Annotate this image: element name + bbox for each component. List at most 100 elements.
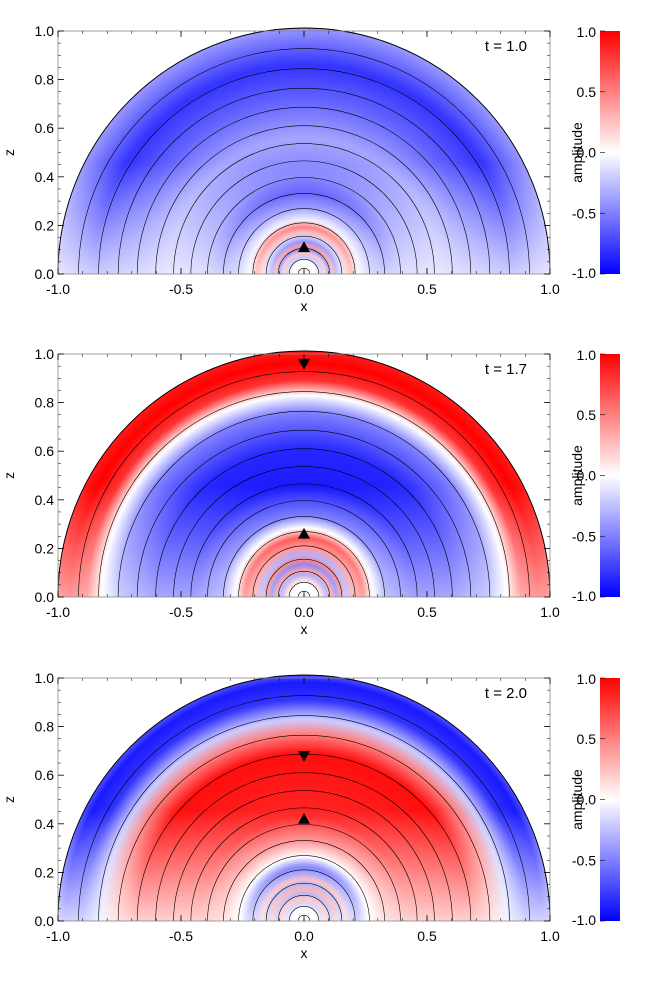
y-axis-label: z [1, 149, 17, 156]
time-annotation: t = 2.0 [485, 685, 527, 702]
amplitude-field [58, 351, 550, 597]
y-tick-label: 0.4 [35, 816, 55, 832]
panel-3: -1.0 -0.5 0.0 0.5 1.0 0.0 0.2 0.4 0.6 0.8 1.0 x z t =… [1, 670, 620, 961]
colorbar-tick-label: -0.5 [572, 528, 596, 544]
angular-fade [58, 351, 550, 597]
y-tick-label: 0.0 [35, 913, 55, 929]
colorbar: -1.0 -0.5 0.0 0.5 1.0 amplitude [569, 671, 620, 928]
contour-arc [223, 840, 385, 922]
x-axis-label: x [301, 945, 308, 961]
contour-arc [117, 410, 491, 598]
core-region [291, 584, 317, 597]
marker-triangle-up [298, 812, 310, 824]
x-tick-label: 0.0 [294, 604, 314, 620]
colorbar-label: amplitude [569, 445, 585, 506]
y-tick-label: 0.4 [35, 169, 55, 185]
time-annotation: t = 1.7 [485, 361, 527, 378]
colorbar-tick-label: -0.5 [572, 205, 596, 221]
colorbar-tick-label: 1.0 [577, 347, 597, 363]
x-tick-label: -1.0 [46, 928, 70, 944]
colorbar-tick-label: 0.0 [577, 792, 597, 808]
contour-arc [207, 824, 401, 922]
y-tick-label: 0.6 [35, 120, 55, 136]
contour-arc [223, 193, 385, 275]
contour-arc [265, 558, 343, 598]
outer-boundary [57, 674, 551, 922]
marker-triangle-up [298, 241, 310, 253]
y-tick-label: 0.2 [35, 540, 55, 556]
contour-arc [173, 143, 435, 275]
contour-arc [155, 125, 453, 275]
x-tick-label: -1.0 [46, 281, 70, 297]
outer-boundary [57, 27, 551, 275]
contour-arc [190, 483, 418, 598]
y-tick-label: 0.4 [35, 492, 55, 508]
angular-fade [58, 28, 550, 274]
contour-arc [207, 500, 401, 598]
contour-arc [190, 807, 418, 922]
amplitude-field [58, 28, 550, 274]
x-tick-label: 0.5 [417, 928, 437, 944]
amplitude-field [58, 675, 550, 921]
contour-arc [117, 87, 491, 275]
contour-arc [265, 882, 343, 922]
y-tick-label: 0.0 [35, 266, 55, 282]
x-tick-label: 0.5 [417, 604, 437, 620]
colorbar-tick-label: 0.5 [577, 731, 597, 747]
outer-boundary [57, 350, 551, 598]
y-tick-label: 0.6 [35, 443, 55, 459]
contour-arc [136, 106, 472, 275]
contour-arc [252, 545, 356, 598]
y-tick-label: 0.2 [35, 217, 55, 233]
colorbar-tick-label: 0.5 [577, 407, 597, 423]
colorbar-tick-label: -1.0 [572, 912, 596, 928]
time-annotation: t = 1.0 [485, 38, 527, 55]
x-tick-label: 1.0 [540, 281, 560, 297]
contour-arc [190, 160, 418, 275]
x-tick-label: -0.5 [169, 604, 193, 620]
y-tick-label: 1.0 [35, 670, 55, 686]
x-tick-label: -1.0 [46, 604, 70, 620]
contour-arc [78, 371, 530, 598]
colorbar-tick-label: 0.5 [577, 84, 597, 100]
x-axis-label: x [301, 621, 308, 637]
marker-triangle-down [298, 358, 310, 370]
core-region [291, 261, 317, 274]
contour-arc [288, 259, 320, 275]
y-tick-label: 1.0 [35, 346, 55, 362]
y-tick-label: 0.0 [35, 589, 55, 605]
colorbar-tick-label: 1.0 [577, 24, 597, 40]
contour-arc [278, 571, 330, 598]
contour-arc [173, 466, 435, 598]
angular-fade [58, 675, 550, 921]
y-axis-label: z [1, 472, 17, 479]
core-region [291, 908, 317, 921]
contour-arc [117, 734, 491, 922]
colorbar-tick-label: 0.0 [577, 145, 597, 161]
marker-triangle-down [298, 750, 310, 762]
x-tick-label: 1.0 [540, 928, 560, 944]
colorbar-tick-label: 0.0 [577, 468, 597, 484]
contour-arc [78, 48, 530, 275]
colorbar-label: amplitude [569, 122, 585, 183]
colorbar: -1.0 -0.5 0.0 0.5 1.0 amplitude [569, 347, 620, 604]
x-tick-label: 0.0 [294, 281, 314, 297]
contour-arc [265, 235, 343, 275]
contour-arc [278, 895, 330, 922]
panel-1: -1.0 -0.5 0.0 0.5 1.0 0.0 0.2 0.4 0.6 0.8 1.0 x z t =… [1, 23, 620, 314]
colorbar-tick-label: -1.0 [572, 265, 596, 281]
colorbar: -1.0 -0.5 0.0 0.5 1.0 amplitude [569, 24, 620, 281]
contour-arc [78, 695, 530, 922]
contour-arc [288, 582, 320, 598]
x-tick-label: 0.5 [417, 281, 437, 297]
contour-arc [155, 772, 453, 922]
contour-arc [252, 869, 356, 922]
contour-arc [136, 429, 472, 598]
contour-arc [252, 222, 356, 275]
marker-triangle-up [298, 527, 310, 539]
contour-arc [223, 516, 385, 598]
y-tick-label: 0.8 [35, 72, 55, 88]
contour-arc [288, 906, 320, 922]
colorbar-label: amplitude [569, 769, 585, 830]
